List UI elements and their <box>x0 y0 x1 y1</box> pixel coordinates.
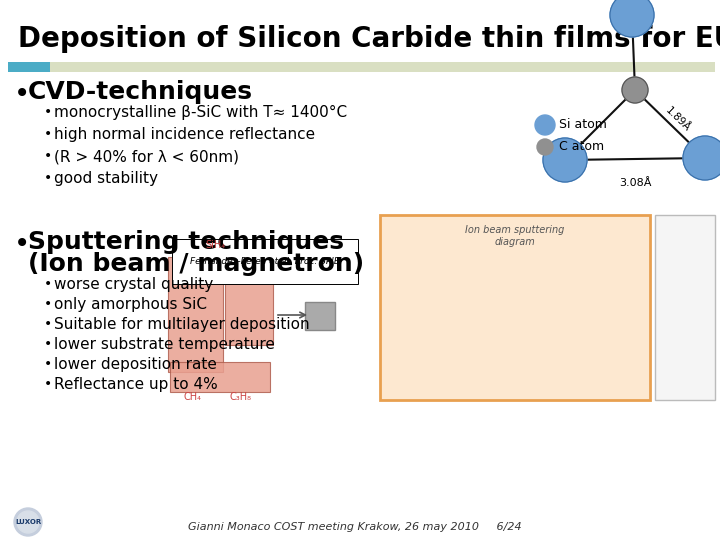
Text: •: • <box>44 277 53 291</box>
Text: monocrystalline β-SiC with T≈ 1400°C: monocrystalline β-SiC with T≈ 1400°C <box>54 105 347 120</box>
FancyBboxPatch shape <box>168 257 223 372</box>
Text: •: • <box>44 105 53 119</box>
Text: Fernandez-Perea et al. Proc. SPIE: Fernandez-Perea et al. Proc. SPIE <box>190 257 340 266</box>
FancyBboxPatch shape <box>380 215 650 400</box>
Circle shape <box>622 77 648 103</box>
Circle shape <box>14 508 42 536</box>
Text: Sputtering techniques: Sputtering techniques <box>28 230 344 254</box>
Text: •: • <box>14 230 30 258</box>
Text: lower substrate temperature: lower substrate temperature <box>54 337 275 352</box>
Text: Suitable for multilayer deposition: Suitable for multilayer deposition <box>54 317 310 332</box>
Text: CVD-techniques: CVD-techniques <box>28 80 253 104</box>
Bar <box>655 215 715 400</box>
Text: 1.89Å: 1.89Å <box>664 105 693 133</box>
Circle shape <box>683 136 720 180</box>
Text: •: • <box>44 317 53 331</box>
Bar <box>50 62 715 72</box>
Text: SiH₄: SiH₄ <box>205 240 225 250</box>
Text: good stability: good stability <box>54 171 158 186</box>
Text: (R > 40% for λ < 60nm): (R > 40% for λ < 60nm) <box>54 149 239 164</box>
FancyBboxPatch shape <box>225 270 273 345</box>
Text: lower deposition rate: lower deposition rate <box>54 357 217 372</box>
Text: •: • <box>44 297 53 311</box>
Text: •: • <box>44 337 53 351</box>
Text: (Ion beam / magnetron): (Ion beam / magnetron) <box>28 252 364 276</box>
Text: Reflectance up to 4%: Reflectance up to 4% <box>54 377 217 392</box>
Circle shape <box>535 115 555 135</box>
Text: high normal incidence reflectance: high normal incidence reflectance <box>54 127 315 142</box>
Text: •: • <box>44 377 53 391</box>
Text: Si atom: Si atom <box>559 118 607 132</box>
Text: worse crystal quality: worse crystal quality <box>54 277 213 292</box>
Text: C atom: C atom <box>559 140 604 153</box>
Text: 3.08Å: 3.08Å <box>618 178 652 188</box>
Bar <box>305 302 335 330</box>
Text: •: • <box>44 171 53 185</box>
Text: •: • <box>44 149 53 163</box>
Text: Gianni Monaco COST meeting Krakow, 26 may 2010     6/24: Gianni Monaco COST meeting Krakow, 26 ma… <box>188 522 522 532</box>
Circle shape <box>610 0 654 37</box>
Text: •: • <box>44 357 53 371</box>
Text: Deposition of Silicon Carbide thin films for EUV: Deposition of Silicon Carbide thin films… <box>18 25 720 53</box>
Text: CH₄: CH₄ <box>183 392 201 402</box>
Bar <box>8 62 50 72</box>
Circle shape <box>543 138 587 182</box>
Text: only amorphous SiC: only amorphous SiC <box>54 297 207 312</box>
FancyBboxPatch shape <box>170 362 270 392</box>
Text: Ion beam sputtering
diagram: Ion beam sputtering diagram <box>465 225 564 247</box>
Circle shape <box>537 139 553 155</box>
Circle shape <box>17 511 39 533</box>
Text: LUXOR: LUXOR <box>15 519 41 525</box>
Text: •: • <box>14 80 30 108</box>
Text: C₃H₈: C₃H₈ <box>229 392 251 402</box>
Text: •: • <box>44 127 53 141</box>
